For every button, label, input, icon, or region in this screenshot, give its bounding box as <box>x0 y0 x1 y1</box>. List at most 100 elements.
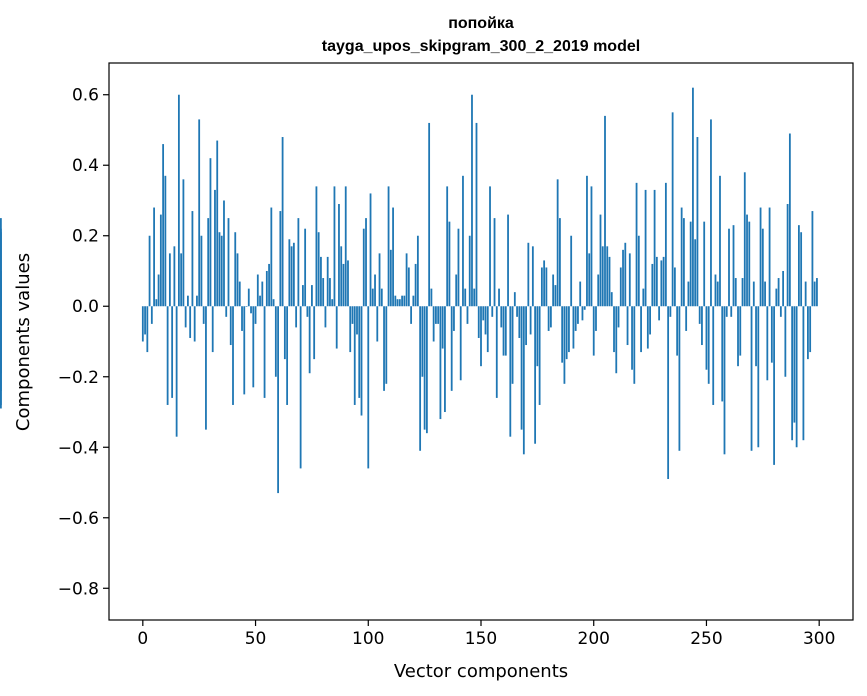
bar <box>613 306 615 353</box>
bar <box>351 306 354 324</box>
bar <box>187 295 189 307</box>
x-tick-label: 200 <box>578 629 610 649</box>
bar <box>597 274 600 307</box>
bar <box>768 207 771 307</box>
bar <box>507 214 509 307</box>
bar <box>272 299 275 307</box>
plot-frame <box>108 62 854 621</box>
bar <box>786 204 789 307</box>
bar <box>292 242 295 307</box>
bar <box>444 306 446 413</box>
bar <box>471 94 473 307</box>
bar <box>453 306 455 331</box>
bar <box>615 306 618 374</box>
bar <box>737 306 739 367</box>
bar <box>468 235 471 307</box>
bar <box>622 249 624 307</box>
bar <box>572 306 575 349</box>
bar <box>698 306 701 324</box>
bar <box>590 186 593 307</box>
bar <box>189 306 192 338</box>
bar <box>412 295 415 307</box>
bar <box>748 221 751 307</box>
bar <box>394 295 397 307</box>
bars-group <box>0 87 818 494</box>
bar <box>565 306 568 360</box>
bar <box>694 239 697 307</box>
bar <box>531 246 534 307</box>
bar <box>281 137 284 307</box>
bar <box>705 306 708 370</box>
bar <box>610 292 613 307</box>
bar <box>807 306 809 360</box>
bar <box>732 225 735 307</box>
bar <box>254 306 257 324</box>
bar <box>317 232 320 307</box>
bar <box>667 306 670 479</box>
bar <box>180 253 183 307</box>
bar <box>141 306 144 342</box>
bar <box>177 94 180 307</box>
y-axis-ticks: −0.8 −0.6 −0.4 −0.2 0.0 0.2 0.4 0.6 <box>58 86 109 599</box>
bar <box>148 235 151 307</box>
bar <box>311 285 313 307</box>
bar <box>816 278 818 307</box>
bar <box>324 306 327 328</box>
bar <box>396 299 399 307</box>
y-tick-label: −0.6 <box>58 509 99 529</box>
bar <box>146 306 149 353</box>
bar <box>0 306 2 374</box>
bar <box>171 306 174 398</box>
bar <box>766 306 769 381</box>
bar <box>464 288 467 307</box>
bar <box>633 306 636 384</box>
bar <box>157 274 160 307</box>
bar <box>554 285 557 307</box>
bar <box>703 221 706 307</box>
bar <box>229 306 232 346</box>
bar <box>450 306 453 391</box>
bar <box>795 306 798 448</box>
bar <box>642 288 645 307</box>
bar <box>601 246 604 307</box>
bar <box>730 306 733 317</box>
bar <box>288 239 291 307</box>
bar <box>608 256 611 307</box>
bar <box>344 186 347 307</box>
bar <box>455 274 458 307</box>
bar <box>150 306 153 324</box>
bar <box>739 306 742 356</box>
bar <box>295 306 298 328</box>
bar <box>340 246 343 307</box>
bar <box>358 306 361 398</box>
bar <box>743 172 746 307</box>
bar <box>676 306 679 356</box>
bar <box>495 306 498 398</box>
bar <box>448 221 451 307</box>
bar <box>168 253 171 307</box>
bar <box>502 306 505 356</box>
bar <box>619 267 622 307</box>
bar <box>428 122 431 307</box>
bar <box>583 306 586 310</box>
bar <box>419 306 422 451</box>
bar <box>252 306 255 388</box>
bar <box>725 306 728 317</box>
bar <box>581 306 584 321</box>
bar <box>692 87 694 307</box>
bar <box>712 306 715 405</box>
bar <box>782 270 785 307</box>
bar <box>398 299 401 307</box>
bar <box>380 288 383 307</box>
bar <box>655 256 658 307</box>
bar <box>570 235 573 307</box>
bar <box>559 218 561 307</box>
bar <box>637 235 640 307</box>
bar <box>800 232 803 307</box>
bar <box>243 306 246 395</box>
bar <box>813 281 816 307</box>
bar <box>734 278 737 307</box>
bar <box>241 306 243 331</box>
bar <box>624 242 627 307</box>
bar <box>710 119 712 307</box>
